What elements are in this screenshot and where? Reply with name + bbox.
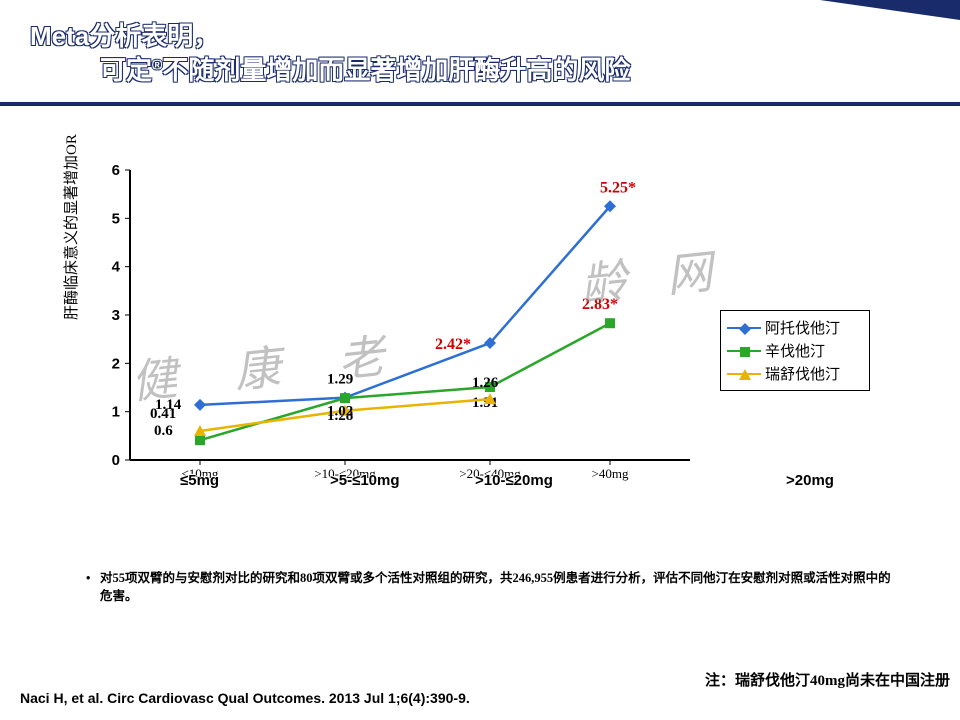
svg-text:5: 5: [112, 210, 120, 227]
x-category-overlay: ≤5mg: [180, 472, 219, 489]
chart-svg: 0123456≤10mg>10-≤20mg>20-≤40mg>40mg1.141…: [110, 160, 750, 520]
x-category-overlay: >5-≤10mg: [330, 472, 400, 489]
y-axis-label: 肝酶临床意义的显著增加OR: [60, 134, 81, 320]
x-category-overlay: >10-≤20mg: [475, 472, 553, 489]
corner-accent: [820, 0, 960, 20]
header-divider: [0, 102, 960, 106]
svg-text:0: 0: [112, 452, 120, 469]
legend-item: 阿托伐他汀: [727, 317, 863, 338]
title-line-2: 可定®不随剂量增加而显著增加肝酶升高的风险: [30, 54, 960, 88]
description-bullet: 对55项双臂的与安慰剂对比的研究和80项双臂或多个活性对照组的研究，共246,9…: [100, 570, 900, 605]
legend-item: 辛伐他汀: [727, 340, 863, 361]
svg-text:>40mg: >40mg: [592, 466, 629, 481]
svg-text:0.41: 0.41: [150, 406, 176, 422]
title-rest: 不随剂量增加而显著增加肝酶升高的风险: [162, 55, 630, 85]
legend-label: 阿托伐他汀: [765, 317, 840, 338]
svg-text:5.25*: 5.25*: [600, 179, 636, 196]
header: Meta分析表明， 可定®不随剂量增加而显著增加肝酶升高的风险: [0, 0, 960, 100]
svg-text:2.83*: 2.83*: [582, 296, 618, 313]
svg-text:2.42*: 2.42*: [435, 336, 471, 353]
svg-text:1: 1: [112, 404, 120, 421]
svg-text:2: 2: [112, 355, 120, 372]
svg-text:3: 3: [112, 307, 120, 324]
legend-label: 瑞舒伐他汀: [765, 363, 840, 384]
title-brand: 可定: [100, 55, 152, 85]
svg-text:1.26: 1.26: [472, 375, 499, 391]
title-line-1: Meta分析表明，: [30, 20, 960, 54]
chart: 0123456≤10mg>10-≤20mg>20-≤40mg>40mg1.141…: [110, 160, 750, 490]
title-sup: ®: [152, 56, 162, 72]
legend-item: 瑞舒伐他汀: [727, 363, 863, 384]
x-category-overlay: >20mg: [786, 472, 834, 489]
legend: 阿托伐他汀辛伐他汀瑞舒伐他汀: [720, 310, 870, 391]
svg-text:1.02: 1.02: [327, 404, 353, 420]
svg-text:4: 4: [112, 259, 121, 276]
svg-text:0.6: 0.6: [154, 423, 173, 439]
footnote: 注：瑞舒伐他汀40mg尚未在中国注册: [705, 669, 950, 690]
svg-text:6: 6: [112, 162, 120, 179]
svg-text:1.29: 1.29: [327, 372, 353, 388]
citation: Naci H, et al. Circ Cardiovasc Qual Outc…: [20, 690, 470, 706]
legend-label: 辛伐他汀: [765, 340, 825, 361]
